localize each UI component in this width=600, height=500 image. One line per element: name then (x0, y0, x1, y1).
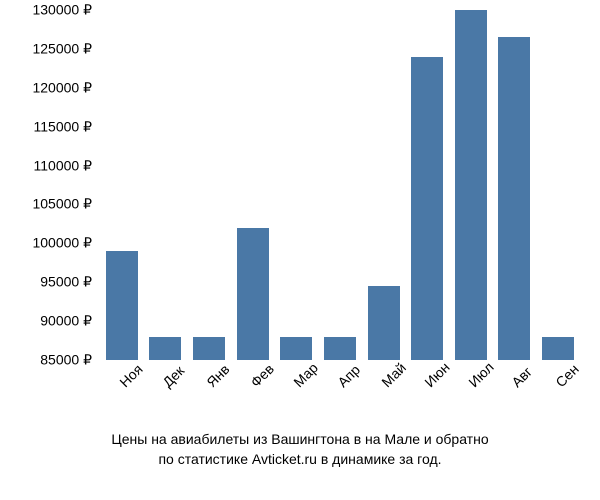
y-tick-label: 115000 ₽ (34, 118, 92, 135)
bar (455, 10, 487, 360)
bar (411, 57, 443, 360)
x-axis: НояДекЯнвФевМарАпрМайИюнИюлАвгСен (100, 362, 580, 422)
y-tick-label: 120000 ₽ (32, 79, 92, 96)
caption-line-2: по статистике Avticket.ru в динамике за … (0, 450, 600, 470)
chart-container: 85000 ₽ 90000 ₽ 95000 ₽ 100000 ₽ 105000 ₽ 110… (0, 0, 600, 500)
chart-caption: Цены на авиабилеты из Вашингтона в на Ма… (0, 430, 600, 469)
y-axis: 85000 ₽90000 ₽95000 ₽100000 ₽105000 ₽110… (0, 10, 100, 360)
bar (368, 286, 400, 360)
y-tick-label: 95000 ₽ (40, 274, 92, 291)
y-tick-label: 130000 ₽ (32, 2, 92, 19)
y-tick-label: 125000 ₽ (32, 40, 92, 57)
bar (106, 251, 138, 360)
y-tick-label: 110000 ₽ (34, 157, 92, 174)
y-tick-label: 105000 ₽ (32, 196, 92, 213)
bar (237, 228, 269, 360)
bars-group (100, 10, 580, 360)
caption-line-1: Цены на авиабилеты из Вашингтона в на Ма… (0, 430, 600, 450)
bar (498, 37, 530, 360)
y-tick-label: 90000 ₽ (40, 313, 92, 330)
y-tick-label: 85000 ₽ (40, 352, 92, 369)
y-tick-label: 100000 ₽ (32, 235, 92, 252)
plot-area (100, 10, 580, 360)
